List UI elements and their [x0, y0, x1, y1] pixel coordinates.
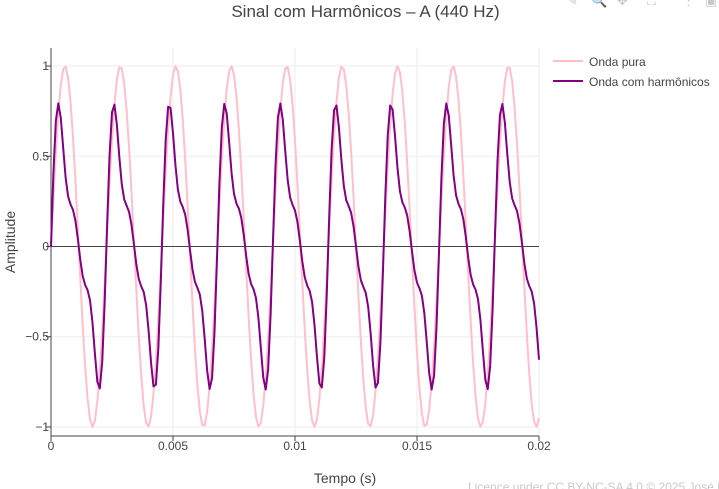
x-tick-label: 0.005 [158, 439, 188, 453]
legend-swatch-pure [553, 60, 583, 62]
y-tick-label: 1 [42, 59, 49, 73]
x-tick-label: 0.02 [527, 439, 551, 453]
series-line-pure [50, 65, 540, 428]
legend-label-pure: Onda pura [589, 55, 646, 69]
zoom-icon[interactable]: 🔍 [591, 0, 608, 8]
save-icon[interactable]: ▣ [705, 0, 718, 8]
license-credit: Licence under CC BY-NC-SA 4.0 © 2025 Jos… [468, 480, 719, 489]
pan-icon[interactable]: ✥ [617, 0, 628, 8]
x-tick-label: 0.01 [283, 439, 307, 453]
y-tick-label: 0.5 [32, 149, 49, 163]
series-line-harmonics [50, 102, 540, 391]
x-axis-title: Tempo (s) [314, 470, 376, 486]
more-icon[interactable]: ⋮ [682, 0, 695, 8]
legend-swatch-harmonics [553, 80, 583, 82]
y-tick-label: 0 [42, 240, 49, 254]
y-tick-label: −1 [35, 420, 49, 434]
y-axis-title: Amplitude [2, 211, 18, 273]
autoscale-icon[interactable]: ⛶ [647, 0, 657, 8]
y-tick-label: −0.5 [25, 330, 49, 344]
pencil-icon[interactable]: ✎ [567, 0, 578, 8]
x-tick-label: 0.015 [402, 439, 432, 453]
legend-label-harmonics: Onda com harmônicos [589, 75, 710, 89]
x-tick-label: 0 [48, 439, 55, 453]
chart-title: Sinal com Harmônicos – A (440 Hz) [231, 2, 500, 21]
chart-toolbar: ✎ 🔍 ✥ ⛶ ⋮ ▣ [529, 0, 719, 10]
